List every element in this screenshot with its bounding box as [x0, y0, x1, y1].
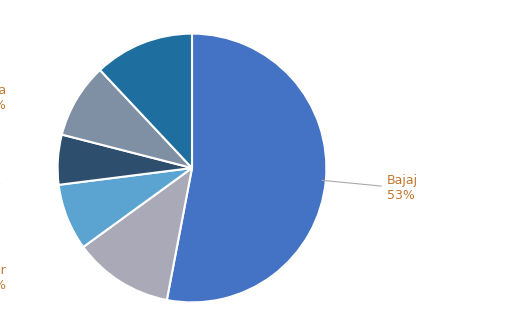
Wedge shape	[100, 34, 192, 168]
Wedge shape	[57, 135, 192, 185]
Text: Hero Honda
9%: Hero Honda 9%	[0, 84, 7, 112]
Text: Bajaj
53%: Bajaj 53%	[322, 174, 418, 202]
Wedge shape	[167, 34, 326, 302]
Text: Walton
6%: Walton 6%	[0, 161, 1, 189]
Wedge shape	[62, 70, 192, 168]
Text: Runner
8%: Runner 8%	[0, 264, 7, 292]
Wedge shape	[59, 168, 192, 247]
Wedge shape	[83, 168, 192, 300]
